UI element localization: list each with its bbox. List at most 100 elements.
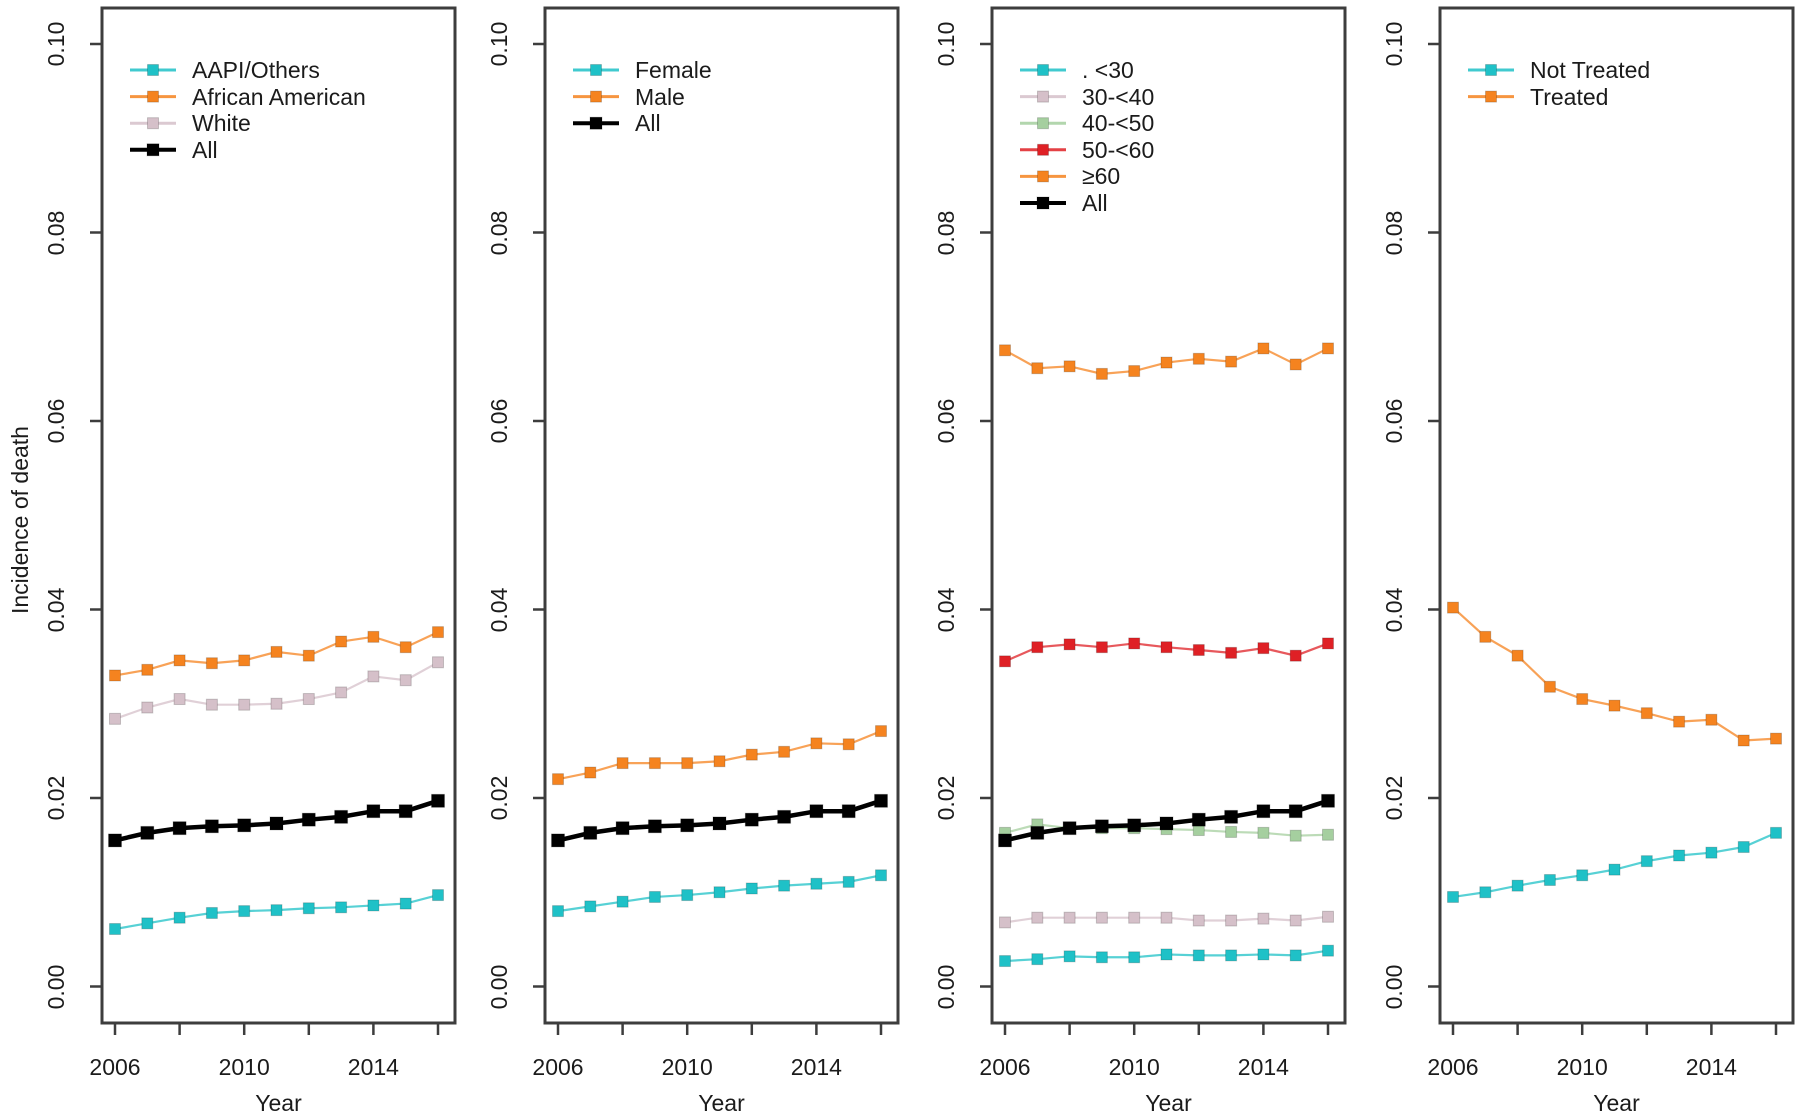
series-marker [648, 757, 661, 770]
series-marker [810, 737, 823, 750]
series-marker [109, 712, 121, 725]
series-marker [648, 890, 661, 903]
plot-box [1438, 6, 1795, 1025]
series-marker [551, 833, 565, 848]
series-marker [999, 655, 1011, 668]
y-tick-label: 0.10 [486, 21, 512, 67]
series-marker [1095, 951, 1108, 964]
y-tick-label: 0.02 [486, 775, 512, 821]
legend-label: ≥60 [1082, 163, 1121, 190]
series-marker [1322, 910, 1334, 923]
legend-label: All [192, 136, 218, 163]
y-tick-label: 0.04 [933, 587, 959, 632]
series-marker [1673, 849, 1686, 862]
series-marker [173, 911, 186, 924]
x-tick-label: 2006 [1427, 1054, 1479, 1080]
x-axis-title: Year [698, 1090, 745, 1116]
series-marker [1128, 951, 1141, 964]
legend-marker [589, 116, 603, 130]
series-marker [1543, 680, 1556, 693]
series-marker [1257, 342, 1270, 355]
series-marker [109, 923, 121, 936]
x-tick-label: 2014 [347, 1054, 399, 1080]
y-tick-label: 0.08 [933, 210, 959, 255]
series-marker [615, 821, 630, 836]
series-marker [270, 645, 283, 658]
series-marker [584, 900, 597, 913]
series-line [1452, 606, 1777, 742]
series-marker [270, 697, 283, 710]
series-marker [1160, 641, 1173, 654]
legend-marker [1036, 196, 1050, 210]
legend-marker [1037, 90, 1049, 103]
series-marker [842, 738, 855, 751]
series-marker [172, 821, 187, 836]
legend-marker [1485, 90, 1497, 103]
series-marker [616, 757, 629, 770]
series-marker [1063, 360, 1076, 373]
legend-marker [590, 90, 602, 103]
series-marker [1225, 646, 1238, 659]
legend-marker [1037, 170, 1049, 183]
series-marker [1095, 911, 1108, 924]
series-marker [205, 657, 218, 670]
legend-marker [590, 64, 602, 76]
series-marker [1063, 638, 1076, 651]
series-marker [744, 812, 759, 827]
legend-label: Not Treated [1530, 57, 1651, 83]
legend-marker [1037, 143, 1049, 156]
series-marker [1640, 707, 1653, 720]
legend-marker [147, 117, 159, 130]
series-marker [1225, 949, 1238, 962]
series-marker [1479, 886, 1492, 899]
series-marker [1192, 914, 1205, 927]
legend-marker [147, 64, 159, 76]
x-tick-label: 2010 [1108, 1054, 1160, 1080]
series-marker [1062, 821, 1077, 836]
series-marker [583, 825, 598, 840]
series-marker [366, 804, 381, 819]
series-marker [335, 686, 348, 699]
series-marker [1673, 715, 1686, 728]
series-marker [1031, 641, 1044, 654]
legend-label: Treated [1530, 83, 1609, 110]
series-marker [1322, 944, 1334, 957]
legend-label: AAPI/Others [192, 57, 320, 83]
series-marker [584, 766, 597, 779]
series-marker [810, 877, 823, 890]
legend-label: All [1082, 190, 1108, 216]
plot-box [100, 6, 457, 1025]
plot-box [990, 6, 1347, 1025]
y-tick-label: 0.06 [1381, 398, 1407, 444]
series-marker [1160, 948, 1173, 961]
series-marker [302, 649, 315, 662]
series-marker [1257, 642, 1270, 655]
series-marker [432, 656, 444, 669]
series-marker [431, 793, 445, 808]
legend-label: All [635, 110, 661, 137]
series-marker [1160, 911, 1173, 924]
series-marker [399, 674, 412, 687]
series-marker [809, 804, 824, 819]
y-tick-label: 0.08 [486, 210, 512, 255]
series-marker [141, 917, 154, 930]
series-marker [205, 698, 218, 711]
series-marker [141, 701, 154, 714]
series-marker [1063, 911, 1076, 924]
y-tick-label: 0.04 [1381, 587, 1407, 632]
legend-label: African American [192, 83, 366, 110]
series-marker [1191, 812, 1206, 827]
x-tick-label: 2010 [218, 1054, 270, 1080]
series-marker [1257, 826, 1270, 839]
series-marker [173, 693, 186, 706]
series-marker [1257, 948, 1270, 961]
y-tick-label: 0.00 [933, 964, 959, 1009]
legend-label: 50-<60 [1082, 136, 1155, 163]
series-marker [1128, 365, 1141, 378]
series-marker [238, 698, 251, 711]
legend-label: Female [635, 57, 712, 83]
series-marker [1289, 649, 1302, 662]
series-marker [1031, 362, 1044, 375]
series-marker [1737, 841, 1750, 854]
